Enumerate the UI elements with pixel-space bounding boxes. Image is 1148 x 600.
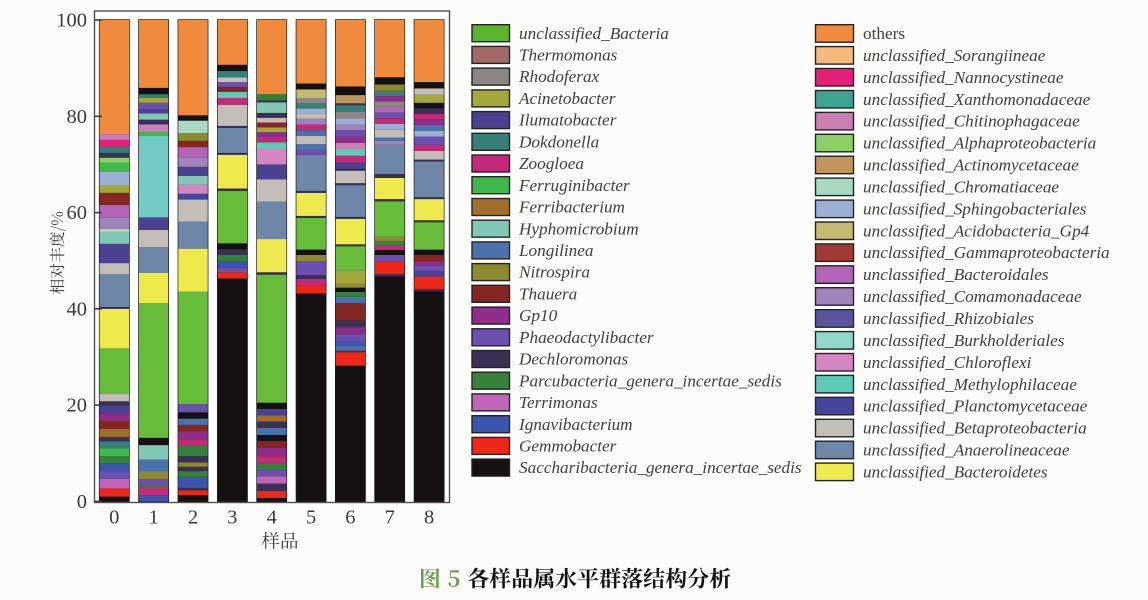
svg-text:unclassified_Methylophilaceae: unclassified_Methylophilaceae xyxy=(863,375,1077,394)
svg-text:Ilumatobacter: Ilumatobacter xyxy=(518,111,617,130)
svg-text:unclassified_Chloroflexi: unclassified_Chloroflexi xyxy=(863,353,1032,372)
svg-text:8: 8 xyxy=(424,507,434,529)
svg-text:unclassified_Anaerolineaceae: unclassified_Anaerolineaceae xyxy=(863,441,1070,460)
svg-text:Longilinea: Longilinea xyxy=(518,241,593,260)
svg-text:unclassified_Sphingobacteriale: unclassified_Sphingobacteriales xyxy=(863,199,1087,218)
svg-text:Dokdonella: Dokdonella xyxy=(518,132,599,151)
svg-text:unclassified_Chitinophagaceae: unclassified_Chitinophagaceae xyxy=(863,112,1080,131)
svg-text:Gemmobacter: Gemmobacter xyxy=(519,437,617,456)
svg-text:unclassified_Xanthomonadaceae: unclassified_Xanthomonadaceae xyxy=(863,90,1091,109)
svg-text:40: 40 xyxy=(67,298,88,320)
svg-text:Gp10: Gp10 xyxy=(519,306,558,325)
svg-text:Ignavibacterium: Ignavibacterium xyxy=(518,415,633,434)
svg-text:unclassified_Gammaproteobacter: unclassified_Gammaproteobacteria xyxy=(863,243,1110,262)
svg-text:unclassified_Burkholderiales: unclassified_Burkholderiales xyxy=(863,331,1065,350)
svg-text:unclassified_Rhizobiales: unclassified_Rhizobiales xyxy=(863,309,1034,328)
svg-text:60: 60 xyxy=(67,202,88,224)
svg-text:2: 2 xyxy=(188,507,198,529)
svg-text:Nitrospira: Nitrospira xyxy=(518,263,590,282)
svg-text:0: 0 xyxy=(109,507,119,529)
svg-text:0: 0 xyxy=(77,491,87,513)
svg-text:unclassified_Betaproteobacteri: unclassified_Betaproteobacteria xyxy=(863,419,1087,438)
svg-text:unclassified_Bacteroidales: unclassified_Bacteroidales xyxy=(863,265,1049,284)
svg-text:unclassified_Sorangiineae: unclassified_Sorangiineae xyxy=(863,46,1046,65)
svg-text:Hyphomicrobium: Hyphomicrobium xyxy=(518,219,639,238)
svg-text:Parcubacteria_genera_incertae_: Parcubacteria_genera_incertae_sedis xyxy=(518,371,782,390)
svg-text:5: 5 xyxy=(306,507,316,529)
svg-text:unclassified_Comamonadaceae: unclassified_Comamonadaceae xyxy=(863,287,1082,306)
svg-text:others: others xyxy=(863,24,905,43)
svg-text:Zoogloea: Zoogloea xyxy=(519,154,584,173)
svg-text:unclassified_Planctomycetaceae: unclassified_Planctomycetaceae xyxy=(863,397,1088,416)
svg-text:unclassified_Bacteroidetes: unclassified_Bacteroidetes xyxy=(863,463,1048,482)
svg-text:Ferribacterium: Ferribacterium xyxy=(518,198,625,217)
svg-text:Phaeodactylibacter: Phaeodactylibacter xyxy=(518,328,654,347)
svg-text:Acinetobacter: Acinetobacter xyxy=(518,89,616,108)
svg-text:20: 20 xyxy=(67,395,88,417)
svg-text:Dechloromonas: Dechloromonas xyxy=(518,350,628,369)
svg-text:6: 6 xyxy=(345,507,355,529)
svg-text:unclassified_Bacteria: unclassified_Bacteria xyxy=(519,24,669,43)
svg-text:3: 3 xyxy=(227,507,237,529)
svg-text:Rhodoferax: Rhodoferax xyxy=(518,67,600,86)
svg-text:unclassified_Nannocystineae: unclassified_Nannocystineae xyxy=(863,68,1064,87)
svg-text:4: 4 xyxy=(267,507,277,529)
svg-text:unclassified_Actinomycetaceae: unclassified_Actinomycetaceae xyxy=(863,156,1079,175)
svg-text:Terrimonas: Terrimonas xyxy=(519,393,598,412)
svg-text:Saccharibacteria_genera_incert: Saccharibacteria_genera_incertae_sedis xyxy=(519,458,802,477)
svg-text:80: 80 xyxy=(67,106,88,128)
svg-text:Thermomonas: Thermomonas xyxy=(519,46,618,65)
svg-text:unclassified_Alphaproteobacter: unclassified_Alphaproteobacteria xyxy=(863,134,1096,153)
svg-text:Thauera: Thauera xyxy=(519,284,577,303)
svg-text:1: 1 xyxy=(148,507,158,529)
svg-text:unclassified_Acidobacteria_Gp4: unclassified_Acidobacteria_Gp4 xyxy=(863,221,1090,240)
svg-text:100: 100 xyxy=(56,10,87,32)
svg-text:Ferruginibacter: Ferruginibacter xyxy=(518,176,630,195)
svg-text:unclassified_Chromatiaceae: unclassified_Chromatiaceae xyxy=(863,178,1059,197)
svg-text:7: 7 xyxy=(385,507,395,529)
